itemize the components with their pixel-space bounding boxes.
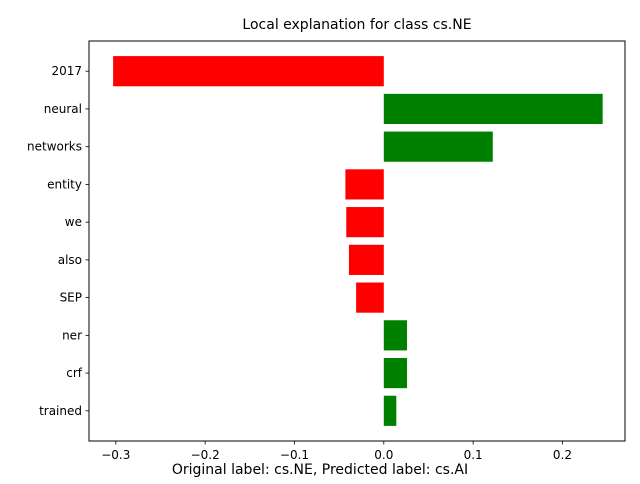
- y-tick-label: also: [58, 253, 82, 267]
- x-tick-label: 0.0: [374, 448, 393, 462]
- y-tick-label: SEP: [60, 291, 82, 305]
- x-tick-label: 0.2: [553, 448, 572, 462]
- chart-title: Local explanation for class cs.NE: [242, 17, 471, 33]
- bar-sep: [356, 282, 384, 313]
- y-tick-label: ner: [62, 328, 82, 342]
- bars-layer: [113, 56, 603, 426]
- x-tick-label: −0.1: [280, 448, 309, 462]
- x-tick-label: −0.2: [191, 448, 220, 462]
- y-tick-label: networks: [27, 140, 82, 154]
- y-tick-label: entity: [47, 177, 82, 191]
- y-tick-label: trained: [39, 404, 82, 418]
- y-tick-label: we: [65, 215, 82, 229]
- bar-entity: [345, 169, 384, 200]
- bar-trained: [383, 395, 397, 426]
- y-axis-ticks: 2017 neural networks entity we also SEP ner crf t…: [27, 64, 89, 418]
- bar-2017: [113, 56, 384, 87]
- bar-crf: [383, 357, 408, 389]
- bar-networks: [383, 131, 493, 162]
- chart-caption: Original label: cs.NE, Predicted label: …: [172, 462, 468, 478]
- y-tick-label: crf: [66, 366, 83, 380]
- bar-neural: [383, 93, 603, 125]
- bar-we: [346, 207, 384, 238]
- bar-ner: [383, 320, 408, 351]
- x-tick-label: 0.1: [464, 448, 483, 462]
- x-axis-ticks: −0.3 −0.2 −0.1 0.0 0.1 0.2: [101, 441, 572, 462]
- y-tick-label: neural: [44, 102, 82, 116]
- bar-also: [348, 244, 384, 275]
- x-tick-label: −0.3: [101, 448, 130, 462]
- plot-frame: [88, 40, 626, 442]
- y-tick-label: 2017: [51, 64, 82, 78]
